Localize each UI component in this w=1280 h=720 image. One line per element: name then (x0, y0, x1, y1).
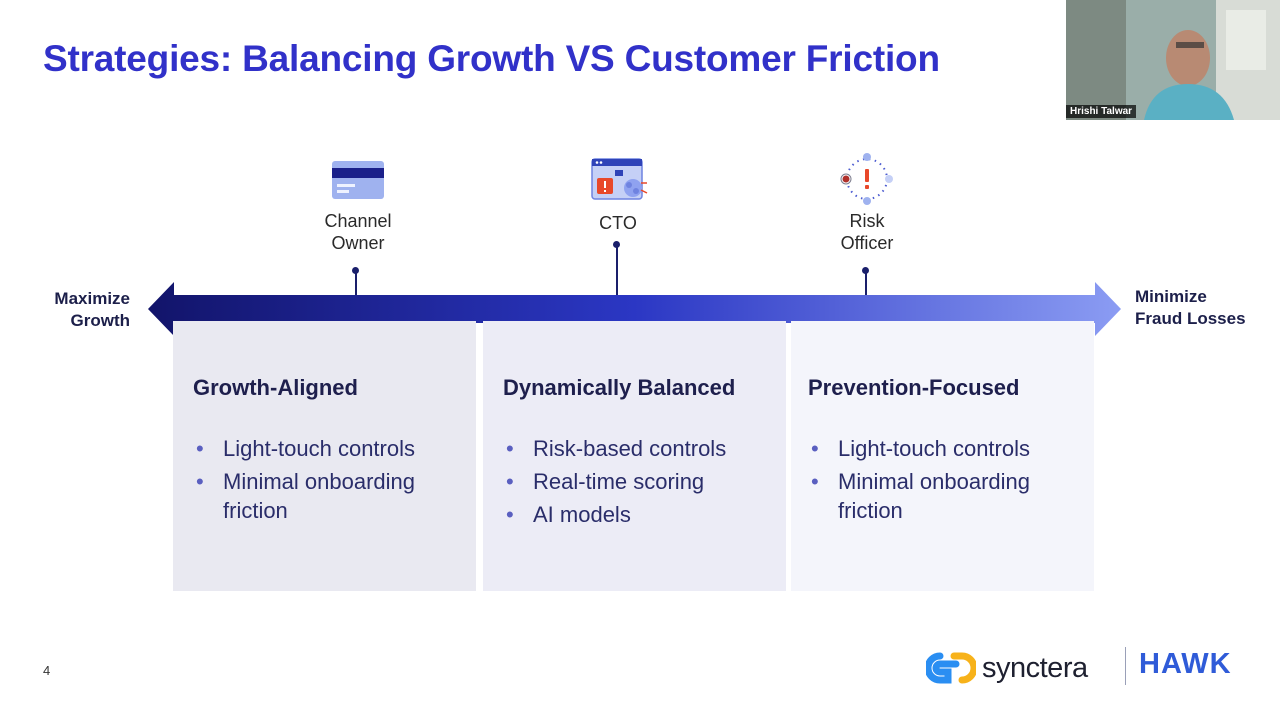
panel-bullet-list: • Light-touch controls • Minimal onboardin… (193, 434, 473, 529)
bullet-text: Minimal onboarding friction (838, 469, 1030, 523)
hawk-logo: HAWK (1139, 648, 1232, 680)
risk-alert-icon (840, 153, 893, 205)
axis-left-label: Maximize Growth (40, 288, 130, 332)
panel-bullet: • Light-touch controls (808, 434, 1088, 463)
synctera-mark-icon (926, 652, 976, 684)
panel-bullet: • Light-touch controls (193, 434, 473, 463)
strategy-panel-prevention-focused: Prevention-Focused • Light-touch controls… (791, 321, 1094, 591)
bullet-text: Minimal onboarding friction (223, 469, 415, 523)
participant-video-tile[interactable]: Hrishi Talwar (1066, 0, 1280, 120)
role-marker-stem (616, 244, 618, 295)
panel-bullet: • Real-time scoring (503, 467, 783, 496)
panel-bullet: • AI models (503, 500, 783, 529)
panel-heading: Prevention-Focused (808, 375, 1020, 400)
axis-right-label-line: Fraud Losses (1135, 309, 1246, 328)
page-number: 4 (43, 663, 51, 678)
bullet-dot-icon: • (196, 469, 204, 494)
role-label-line: CTO (599, 213, 637, 233)
logo-divider (1125, 647, 1126, 685)
role-label-line: Risk (849, 211, 885, 231)
panel-bullet: • Risk-based controls (503, 434, 783, 463)
role-label-line: Owner (331, 233, 385, 253)
synctera-wordmark: synctera (982, 651, 1088, 684)
dashboard-alert-icon (591, 158, 648, 200)
role-channel-owner: Channel Owner (298, 160, 418, 260)
slide-title: Strategies: Balancing Growth VS Customer… (43, 38, 940, 79)
bullet-text: Light-touch controls (223, 436, 415, 461)
strategy-panel-growth-aligned: Growth-Aligned • Light-touch controls • Mi… (173, 321, 476, 591)
panel-heading: Dynamically Balanced (503, 375, 736, 400)
role-label-line: Channel (324, 211, 392, 231)
bullet-dot-icon: • (811, 469, 819, 494)
bullet-text: Risk-based controls (533, 436, 727, 461)
strategy-panel-dynamically-balanced: Dynamically Balanced • Risk-based control… (483, 321, 786, 591)
bullet-text: Real-time scoring (533, 469, 705, 494)
role-risk-officer: Risk Officer (807, 152, 927, 262)
bullet-dot-icon: • (196, 436, 204, 461)
bullet-text: Light-touch controls (838, 436, 1030, 461)
axis-left-label-line: Growth (70, 311, 131, 330)
bullet-dot-icon: • (506, 502, 514, 527)
role-marker-stem (865, 270, 867, 295)
panel-bullet: • Minimal onboarding friction (808, 467, 1088, 525)
role-cto: CTO (558, 158, 678, 238)
credit-card-icon (332, 161, 384, 199)
bullet-dot-icon: • (506, 469, 514, 494)
panel-bullet-list: • Light-touch controls • Minimal onboardin… (808, 434, 1088, 529)
bullet-dot-icon: • (811, 436, 819, 461)
role-marker-stem (355, 270, 357, 295)
bullet-text: AI models (533, 502, 631, 527)
bullet-dot-icon: • (506, 436, 514, 461)
participant-name-label: Hrishi Talwar (1066, 105, 1137, 118)
synctera-logo: synctera (926, 648, 1088, 688)
panel-bullet-list: • Risk-based controls • Real-time scoring … (503, 434, 783, 533)
participant-video-feed (1066, 0, 1280, 120)
axis-right-label-line: Minimize (1135, 287, 1207, 306)
panel-heading: Growth-Aligned (193, 375, 358, 400)
panel-bullet: • Minimal onboarding friction (193, 467, 473, 525)
role-label-line: Officer (840, 233, 894, 253)
axis-right-label: Minimize Fraud Losses (1135, 286, 1265, 330)
axis-left-label-line: Maximize (54, 289, 130, 308)
